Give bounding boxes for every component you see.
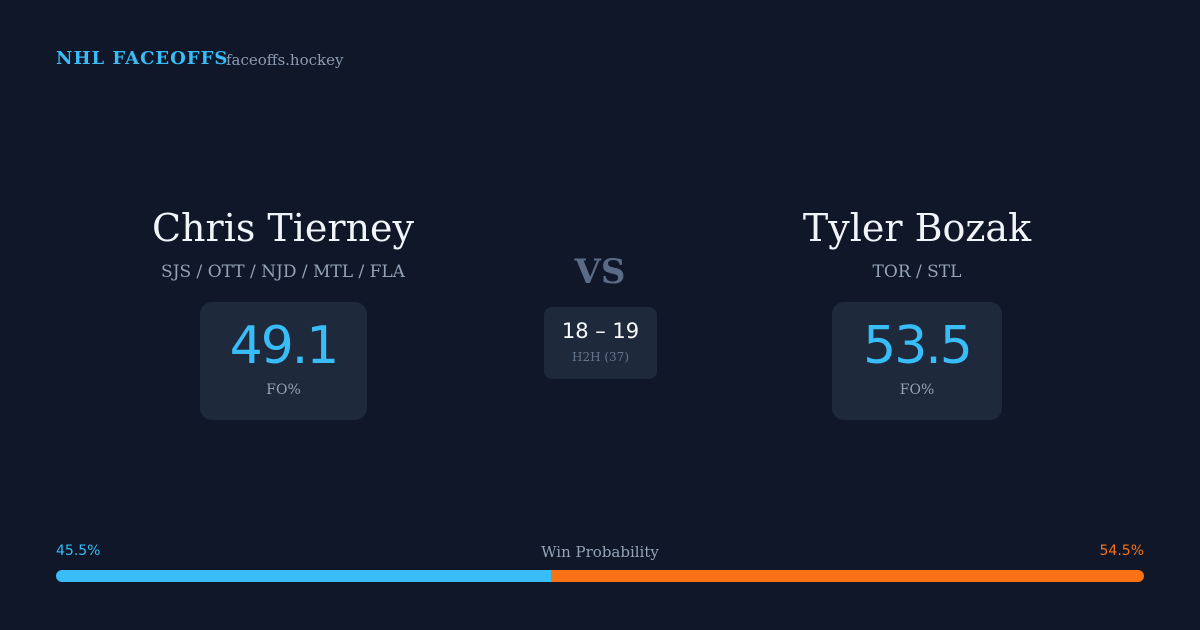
player-teams: SJS / OTT / NJD / MTL / FLA — [161, 262, 405, 282]
prob-title: Win Probability — [541, 543, 659, 561]
h2h-box: 18 – 19 H2H (37) — [544, 307, 657, 379]
versus: VS — [574, 252, 626, 292]
h2h-label: H2H (37) — [571, 350, 629, 364]
player-name: Chris Tierney — [151, 206, 415, 250]
fo-value: 49.1 — [229, 316, 340, 376]
h2h-score: 18 – 19 — [561, 319, 640, 343]
fo-label: FO% — [266, 382, 301, 398]
prob-segment — [551, 570, 1144, 582]
player-name: Tyler Bozak — [802, 206, 1032, 250]
stat-box: 49.1 FO% — [200, 302, 367, 420]
fo-value: 53.5 — [863, 316, 973, 376]
prob-bar — [56, 570, 1144, 582]
site: faceoffs.hockey — [226, 51, 344, 69]
stat-box: 53.5 FO% — [832, 302, 1002, 420]
prob-label: 45.5% — [56, 543, 101, 559]
fo-label: FO% — [899, 382, 935, 398]
player-teams: TOR / STL — [872, 262, 962, 282]
brand: NHL FACEOFFS — [56, 48, 229, 69]
prob-label: 54.5% — [1099, 543, 1144, 559]
prob-segment — [56, 570, 552, 582]
